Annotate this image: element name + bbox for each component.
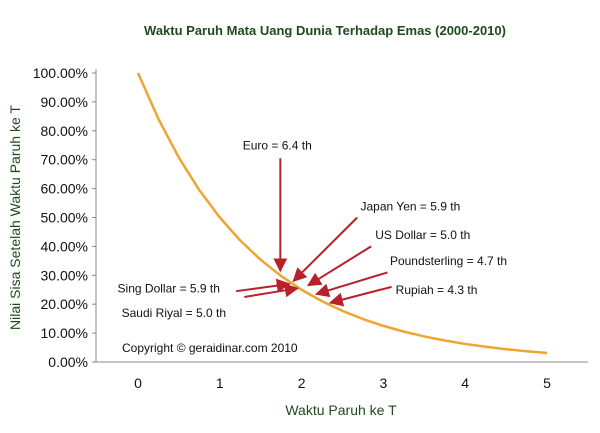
y-tick-label: 60.00% xyxy=(41,181,88,197)
y-tick-label: 80.00% xyxy=(41,123,88,139)
annotation-label: Euro = 6.4 th xyxy=(243,139,312,153)
x-axis-title: Waktu Paruh ke T xyxy=(285,402,397,418)
y-tick-label: 20.00% xyxy=(41,296,88,312)
annotation-arrow xyxy=(306,245,372,287)
annotation-arrow xyxy=(314,271,388,298)
y-tick-label: 30.00% xyxy=(41,267,88,283)
annotation-arrow xyxy=(244,283,299,298)
annotation-label: Japan Yen = 5.9 th xyxy=(360,199,460,213)
y-tick-label: 90.00% xyxy=(41,94,88,110)
x-tick-label: 5 xyxy=(543,375,551,391)
annotation-arrow xyxy=(236,278,291,293)
y-tick-label: 100.00% xyxy=(33,65,88,81)
annotation-label: US Dollar = 5.0 th xyxy=(375,228,470,242)
x-tick-label: 4 xyxy=(461,375,469,391)
x-tick-label: 1 xyxy=(216,375,224,391)
annotation-label: Saudi Riyal = 5.0 th xyxy=(122,306,226,320)
annotation-label: Sing Dollar = 5.9 th xyxy=(118,282,220,296)
annotation-arrow xyxy=(328,285,392,307)
y-axis-title: Nilai Sisa Setelah Waktu Paruh ke T xyxy=(7,105,23,330)
y-tick-label: 0.00% xyxy=(48,354,88,370)
y-tick-label: 50.00% xyxy=(41,210,88,226)
y-tick-label: 40.00% xyxy=(41,238,88,254)
series-line xyxy=(136,72,548,355)
annotation-label: Rupiah = 4.3 th xyxy=(396,283,478,297)
y-tick-label: 70.00% xyxy=(41,152,88,168)
x-tick-label: 3 xyxy=(380,375,388,391)
x-tick-label: 0 xyxy=(134,375,142,391)
copyright-text: Copyright © geraidinar.com 2010 xyxy=(122,341,298,355)
x-tick-label: 2 xyxy=(298,375,306,391)
chart-title: Waktu Paruh Mata Uang Dunia Terhadap Ema… xyxy=(144,23,506,38)
y-tick-label: 10.00% xyxy=(41,325,88,341)
annotation-arrow xyxy=(292,216,358,283)
annotation-label: Poundsterling = 4.7 th xyxy=(390,254,507,268)
